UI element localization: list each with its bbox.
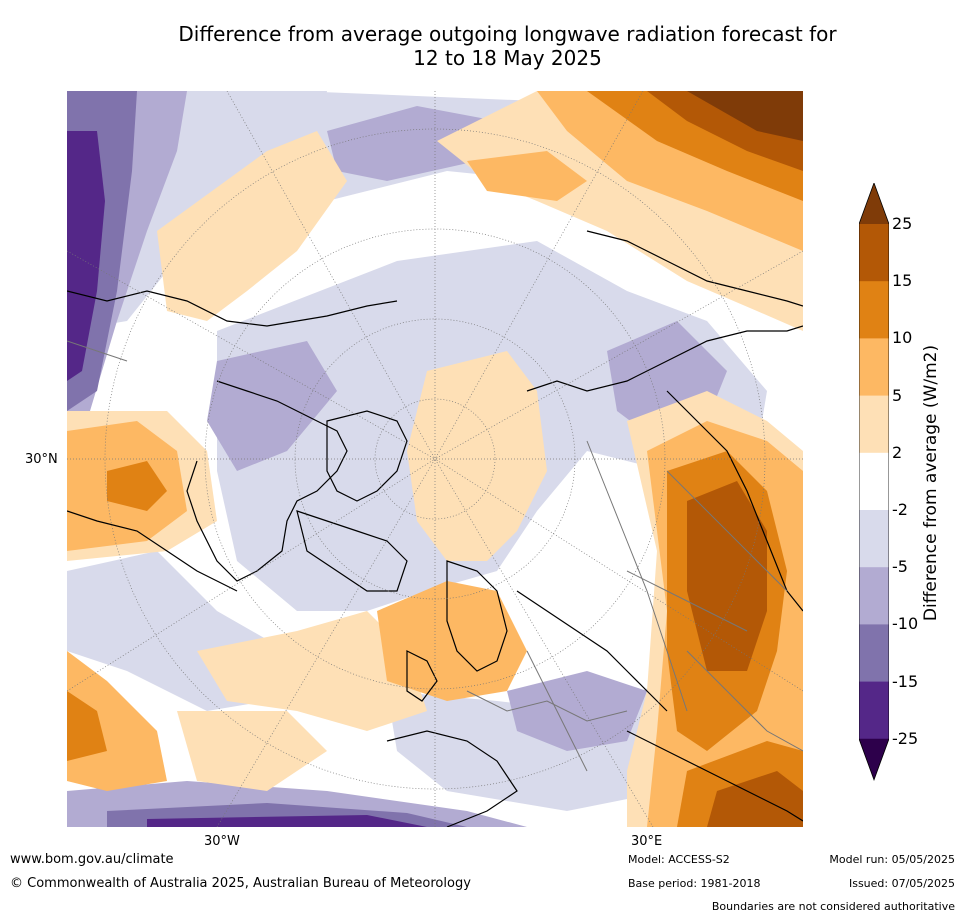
copyright-text: © Commonwealth of Australia 2025, Austra…: [10, 876, 471, 891]
lon-label-30w: 30°W: [204, 834, 240, 849]
colorbar-tick-label: 25: [892, 214, 913, 233]
lon-label-30e: 30°E: [631, 834, 663, 849]
disclaimer-text: Boundaries are not considered authoritat…: [711, 900, 955, 913]
anomaly-pos2-region-southwest: [177, 711, 327, 791]
colorbar-tick-label: -2: [892, 500, 908, 519]
anomaly-pos25-region-northeast: [687, 91, 803, 141]
colorbar-segment: [859, 224, 889, 282]
colorbar-segment: [859, 452, 889, 511]
model-run-text: Model run: 05/05/2025: [829, 853, 955, 866]
anomaly-neg5-region-canada: [207, 341, 337, 471]
title-line-2: 12 to 18 May 2025: [413, 46, 602, 70]
colorbar-tick-label: -25: [892, 728, 919, 748]
anomaly-pos2-region-pole: [407, 351, 547, 561]
anomaly-pos5-region-west: [67, 651, 167, 791]
website-link[interactable]: www.bom.gov.au/climate: [10, 852, 174, 867]
anomaly-neg5-region-north: [327, 106, 497, 181]
colorbar-segment: [859, 510, 889, 568]
anomaly-pos15-region-asia: [687, 481, 767, 671]
anomaly-pos10-region-west: [67, 691, 107, 761]
anomaly-pos2-region-atlantic: [197, 611, 427, 731]
graticule: [67, 91, 803, 827]
colorbar-segment: [859, 567, 889, 625]
colorbar-segment: [859, 338, 889, 397]
colorbar-tick-label: 2: [892, 442, 903, 462]
colorbar-tick-label: -15: [892, 671, 919, 691]
anomaly-pos10-region-america: [107, 461, 167, 511]
anomaly-pos5-region-north: [467, 151, 587, 201]
colorbar-segment: [859, 281, 889, 339]
colorbar-extend-bottom: [859, 738, 889, 780]
colorbar-segment: [859, 681, 889, 740]
olr-anomaly-map: [67, 91, 803, 827]
anomaly-pos2-region-pacific: [157, 131, 347, 321]
colorbar-tick-label: 5: [892, 385, 903, 405]
base-period-text: Base period: 1981-2018: [628, 877, 761, 890]
colorbar-extend-top: [859, 183, 889, 224]
colorbar-tick-label: 10: [892, 328, 913, 348]
map-title: Difference from average outgoing longwav…: [0, 22, 965, 70]
colorbar-segment: [859, 395, 889, 454]
coastlines: [67, 230, 803, 827]
colorbar-tick-label: 15: [892, 271, 913, 291]
anomaly-pos15-region-southeast: [707, 771, 803, 827]
colorbar-tick-label: -5: [892, 557, 908, 577]
colorbar-label: Difference from average (W/m2): [921, 344, 941, 622]
model-text: Model: ACCESS-S2: [628, 853, 730, 866]
lat-label-30n: 30°N: [25, 452, 58, 467]
issued-text: Issued: 07/05/2025: [848, 877, 955, 890]
title-line-1: Difference from average outgoing longwav…: [178, 22, 837, 46]
colorbar-tick-label: -10: [892, 614, 919, 634]
anomaly-neg15-region-west: [67, 131, 105, 381]
colorbar: [859, 183, 889, 781]
country-borders: [67, 340, 803, 772]
anomaly-pos5-region-europe: [377, 581, 527, 701]
anomaly-neg5-region-mediterranean: [507, 671, 647, 751]
colorbar-segment: [859, 624, 889, 683]
anomaly-neg15-region-south: [147, 815, 427, 827]
